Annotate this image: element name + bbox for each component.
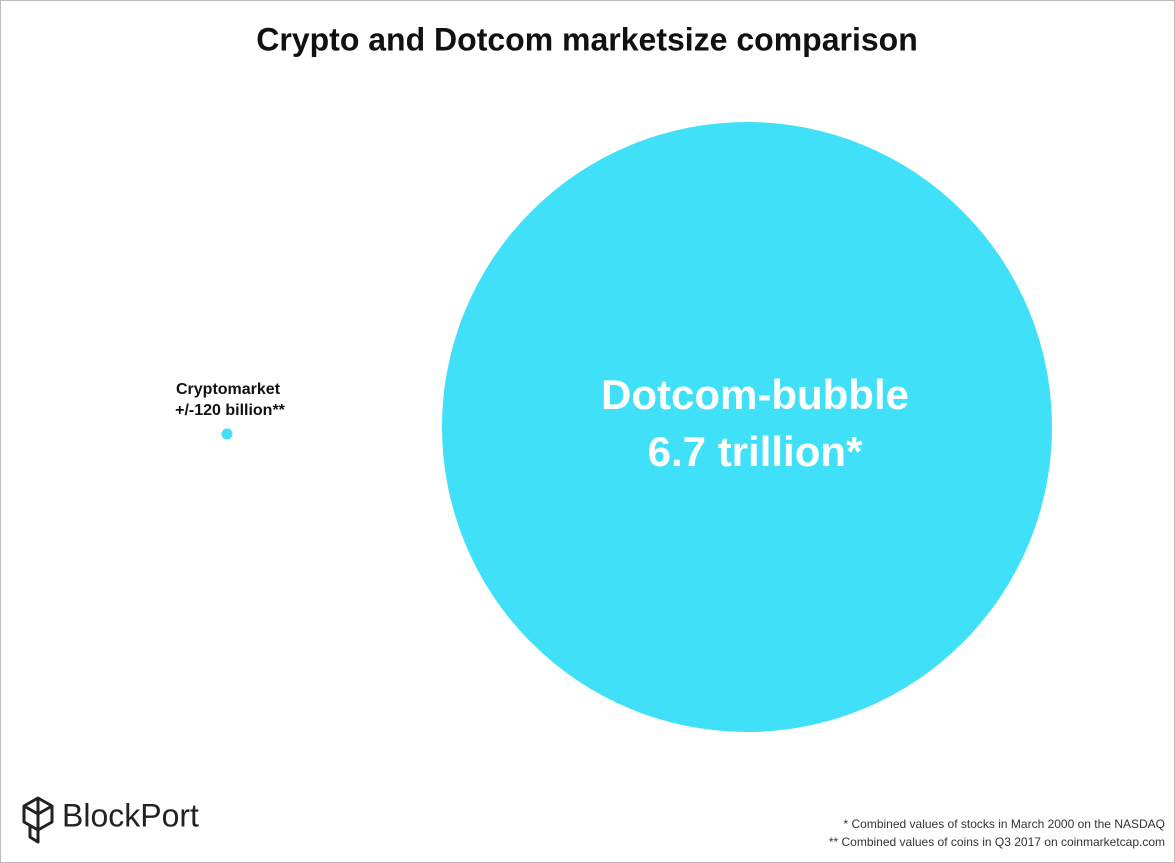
brand-name: BlockPort [62, 797, 199, 833]
footnote: ** Combined values of coins in Q3 2017 o… [829, 835, 1165, 849]
bubble-label: Dotcom-bubble [601, 371, 909, 418]
brand-logo [22, 796, 54, 844]
bubble-label: Cryptomarket [176, 381, 281, 398]
value-label: +/-120 billion** [175, 402, 286, 419]
bubble [221, 428, 233, 440]
footnote: * Combined values of stocks in March 200… [844, 817, 1166, 831]
value-label: 6.7 trillion* [648, 428, 863, 475]
bubble [442, 122, 1052, 732]
chart-title: Crypto and Dotcom marketsize comparison [256, 21, 917, 57]
